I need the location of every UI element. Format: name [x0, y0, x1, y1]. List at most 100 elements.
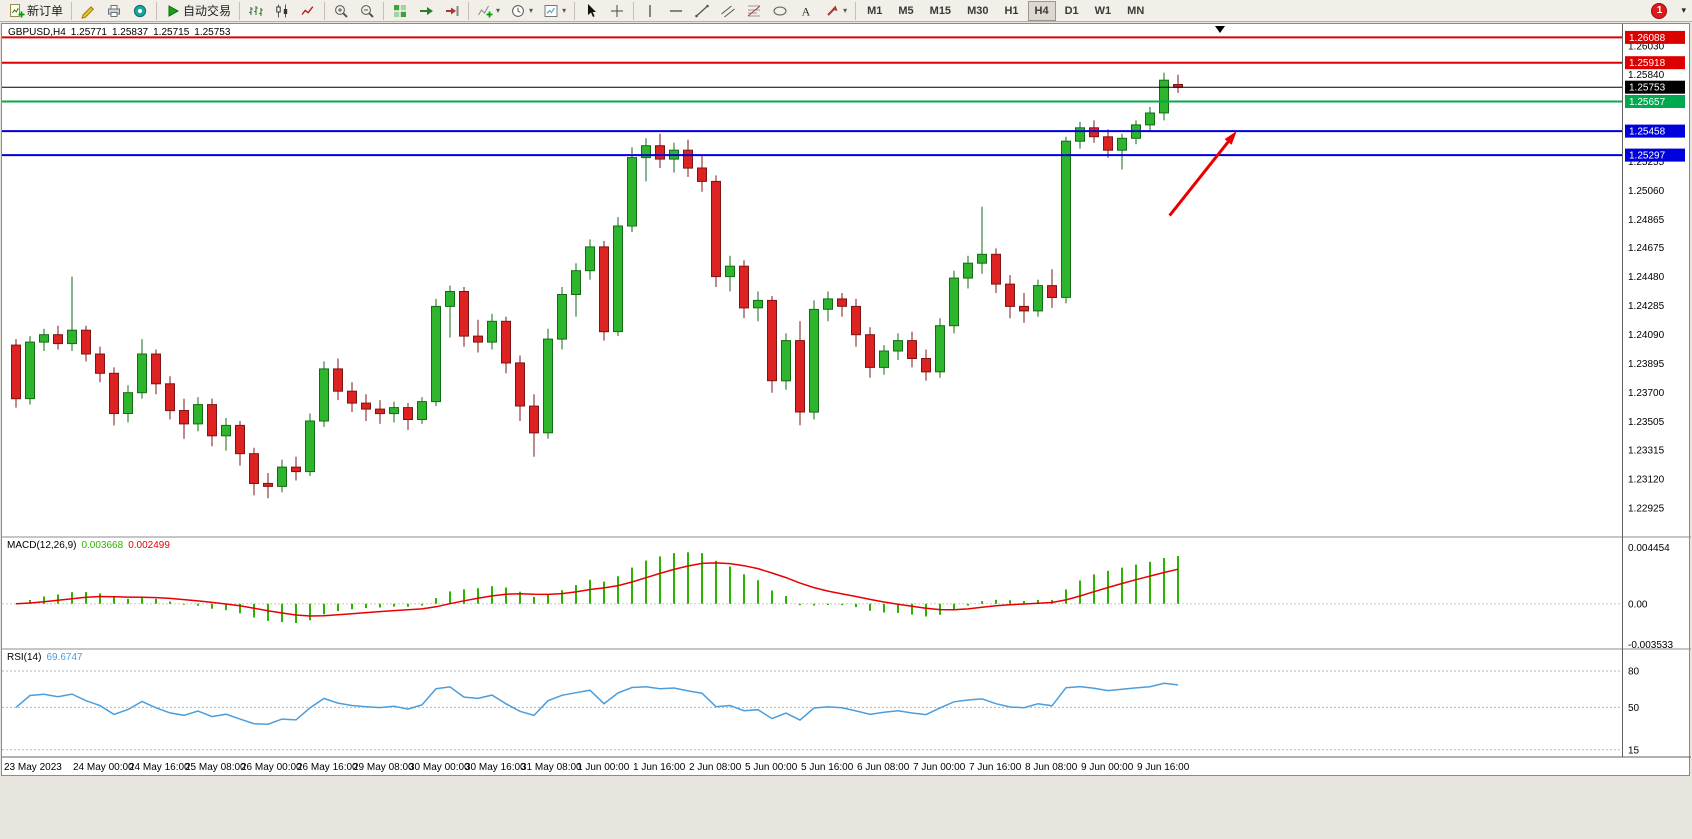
chart-window: 1.260301.258401.256451.254501.252551.250…	[1, 23, 1691, 776]
dropdown-caret-icon: ▾	[529, 6, 534, 15]
toolbar-separator	[239, 1, 241, 20]
time-axis-label: 1 Jun 16:00	[633, 762, 686, 773]
candlestick-chart-button[interactable]	[270, 1, 294, 21]
toolbar-separator	[574, 1, 576, 20]
bar-chart-button[interactable]	[244, 1, 268, 21]
play-icon	[165, 3, 181, 19]
timeframe-m1[interactable]: M1	[860, 1, 889, 21]
dropdown-caret-icon: ▾	[843, 6, 848, 15]
crosshair-button[interactable]	[605, 1, 629, 21]
zoom-in-button[interactable]	[329, 1, 353, 21]
indicators-button[interactable]: ▾	[473, 1, 504, 21]
community-button[interactable]	[128, 1, 152, 21]
price-axis-label: 1.24865	[1628, 215, 1665, 226]
auto-scroll-button[interactable]	[414, 1, 438, 21]
svg-text:1.26088: 1.26088	[1629, 33, 1666, 44]
auto-trading-button[interactable]: 自动交易	[161, 1, 235, 21]
macd-signal-line	[15, 562, 1179, 617]
toolbar-separator	[71, 1, 73, 20]
timeframe-mn[interactable]: MN	[1120, 1, 1151, 21]
vertical-line-button[interactable]	[638, 1, 662, 21]
notification-badge[interactable]: 1	[1651, 2, 1668, 19]
time-axis-label: 1 Jun 00:00	[577, 762, 630, 773]
dropdown-caret-icon: ▾	[496, 6, 501, 15]
price-axis-label: 1.24480	[1628, 272, 1665, 283]
timeframe-w1[interactable]: W1	[1088, 1, 1119, 21]
dropdown-caret-icon: ▾	[562, 6, 567, 15]
clock-icon	[510, 3, 526, 19]
macd-histogram	[29, 552, 1179, 623]
zoom-out-icon	[359, 3, 375, 19]
time-axis-label: 5 Jun 16:00	[801, 762, 854, 773]
macd-axis-label: 0.004454	[1628, 543, 1670, 554]
templates-button[interactable]: ▾	[539, 1, 570, 21]
svg-text:1.25918: 1.25918	[1629, 58, 1666, 69]
bars-icon	[248, 3, 264, 19]
auto-scroll-icon	[418, 3, 434, 19]
price-axis-label: 1.25840	[1628, 70, 1665, 81]
metaeditor-button[interactable]	[76, 1, 100, 21]
timeframe-w1-label: W1	[1094, 4, 1112, 17]
svg-text:A: A	[802, 4, 811, 18]
zoom-out-button[interactable]	[355, 1, 379, 21]
time-axis-label: 26 May 00:00	[241, 762, 302, 773]
community-icon	[132, 3, 148, 19]
rsi-axis-label: 80	[1628, 667, 1640, 678]
chart-shift-button[interactable]	[440, 1, 464, 21]
price-tag: 1.25918	[1625, 56, 1685, 70]
timeframe-d1-label: D1	[1064, 4, 1079, 17]
time-axis-label: 6 Jun 08:00	[857, 762, 910, 773]
price-axis-label: 1.23120	[1628, 475, 1665, 486]
time-axis-label: 31 May 08:00	[521, 762, 582, 773]
price-axis-label: 1.22925	[1628, 504, 1665, 515]
svg-text:1.25657: 1.25657	[1629, 97, 1666, 108]
price-axis-label: 1.24285	[1628, 301, 1665, 312]
text-icon: A	[798, 3, 814, 19]
timeframe-h4[interactable]: H4	[1027, 0, 1056, 21]
periods-button[interactable]: ▾	[506, 1, 537, 21]
shapes-button[interactable]	[768, 1, 792, 21]
timeframe-h1[interactable]: H1	[997, 1, 1025, 21]
time-axis-label: 23 May 2023	[4, 762, 62, 773]
horizontal-line-button[interactable]	[664, 1, 688, 21]
timeframe-mn-label: MN	[1127, 4, 1145, 17]
tile-windows-button[interactable]	[388, 1, 412, 21]
time-axis-label: 8 Jun 08:00	[1025, 762, 1078, 773]
timeframe-m30[interactable]: M30	[960, 1, 995, 21]
arrows-button[interactable]: ▾	[820, 1, 851, 21]
price-axis-label: 1.23315	[1628, 446, 1665, 457]
shapes-icon	[772, 3, 788, 19]
new-order-icon	[9, 3, 25, 19]
price-tag: 1.25458	[1625, 124, 1685, 138]
time-axis-label: 30 May 00:00	[409, 762, 470, 773]
timeframe-d1[interactable]: D1	[1058, 1, 1086, 21]
time-axis-label: 7 Jun 16:00	[969, 762, 1022, 773]
main-toolbar: 新订单 自动交易 ▾ ▾ ▾ A ▾ M1 M5 M15 M30 H1 H4 D1 W1 MN 1 ▾	[0, 0, 1692, 22]
time-axis-label: 9 Jun 16:00	[1137, 762, 1190, 773]
rsi-axis-label: 15	[1628, 745, 1640, 756]
timeframe-m15[interactable]: M15	[923, 1, 958, 21]
timeframe-h1-label: H1	[1004, 4, 1019, 17]
print-button[interactable]	[102, 1, 126, 21]
fibonacci-button[interactable]	[742, 1, 766, 21]
toolbar-separator	[383, 1, 385, 20]
rsi-line	[15, 682, 1179, 725]
chart-plot[interactable]: 1.260301.258401.256451.254501.252551.250…	[2, 24, 1691, 776]
channel-button[interactable]	[716, 1, 740, 21]
crosshair-icon	[609, 3, 625, 19]
trendline-button[interactable]	[690, 1, 714, 21]
text-button[interactable]: A	[794, 1, 818, 21]
channel-icon	[720, 3, 736, 19]
svg-text:1.25753: 1.25753	[1629, 83, 1666, 94]
toolbar-overflow-icon[interactable]: ▾	[1681, 5, 1686, 15]
tile-icon	[392, 3, 408, 19]
auto-trading-button-label: 自动交易	[183, 4, 232, 18]
new-order-button[interactable]: 新订单	[5, 1, 67, 21]
cursor-button[interactable]	[579, 1, 603, 21]
timeframe-m5[interactable]: M5	[891, 1, 920, 21]
price-tag: 1.25297	[1625, 148, 1685, 162]
annotation-arrow[interactable]	[1168, 131, 1237, 217]
line-chart-button[interactable]	[296, 1, 320, 21]
